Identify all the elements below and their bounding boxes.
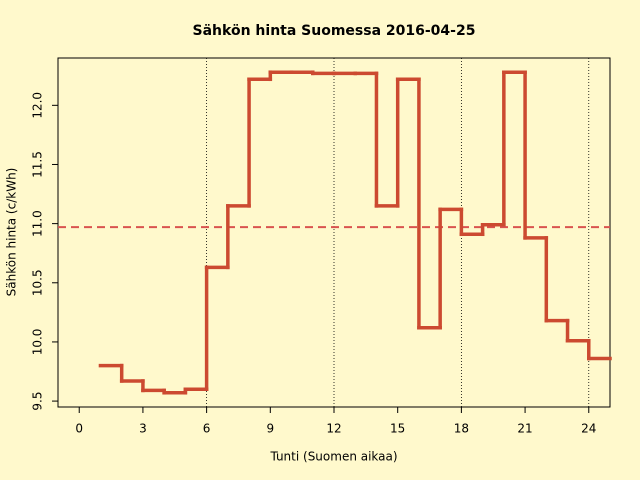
y-tick-label: 12.0 — [31, 92, 45, 119]
y-tick-label: 9.5 — [31, 392, 45, 411]
y-tick-label: 10.5 — [31, 269, 45, 296]
x-tick-label: 24 — [581, 422, 596, 436]
y-tick-label: 10.0 — [31, 329, 45, 356]
y-tick-label: 11.5 — [31, 151, 45, 178]
x-tick-label: 6 — [203, 422, 211, 436]
chart-title: Sähkön hinta Suomessa 2016-04-25 — [193, 23, 476, 39]
x-tick-label: 18 — [454, 422, 469, 436]
x-tick-label: 21 — [517, 422, 532, 436]
y-axis-label: Sähkön hinta (c/kWh) — [5, 168, 19, 297]
x-tick-label: 3 — [139, 422, 147, 436]
y-tick-label: 11.0 — [31, 210, 45, 237]
x-tick-label: 12 — [326, 422, 341, 436]
x-tick-label: 15 — [390, 422, 405, 436]
x-tick-label: 0 — [75, 422, 83, 436]
x-axis-label: Tunti (Suomen aikaa) — [269, 450, 397, 464]
x-tick-label: 9 — [266, 422, 274, 436]
